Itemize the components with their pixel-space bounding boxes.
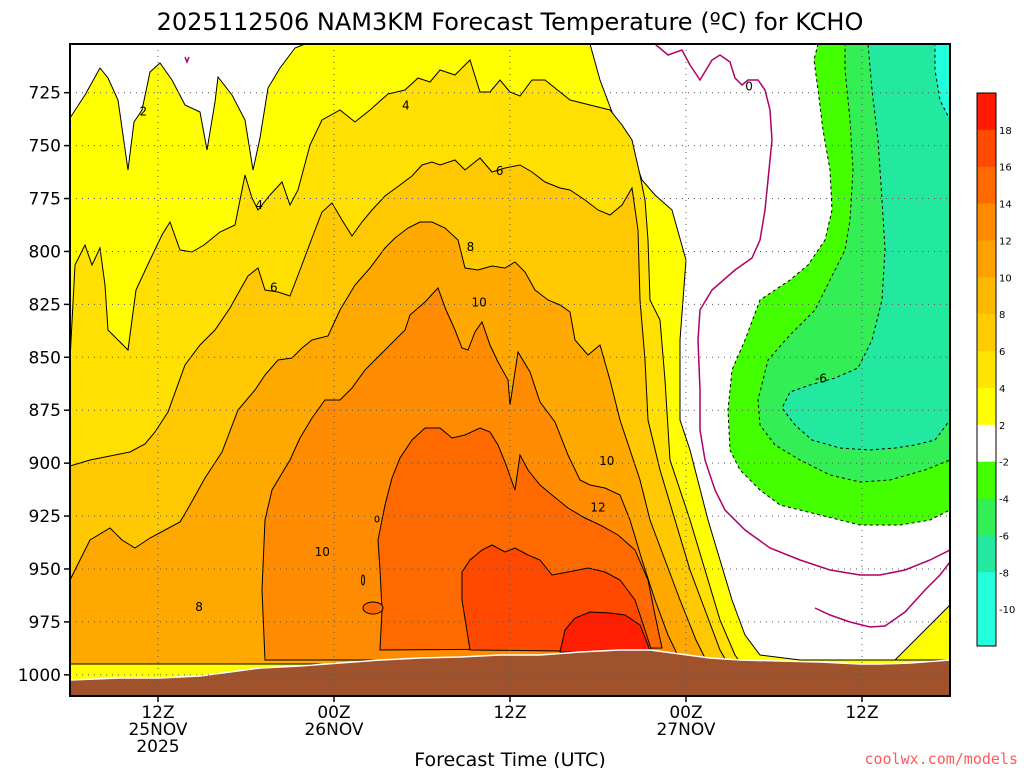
y-axis: 725 750 775 800 825 850 875 900 925 950 975 1000 <box>18 84 70 686</box>
contour-label: 10 <box>599 454 614 468</box>
contour-label: 0 <box>745 79 753 93</box>
zero-isotherm-lower <box>814 561 950 628</box>
contour-label: -6 <box>815 371 827 385</box>
x-tick-label: 26NOV <box>304 720 363 740</box>
x-tick-label: 12Z <box>493 703 526 723</box>
x-axis-title: Forecast Time (UTC) <box>414 749 605 768</box>
colorbar-frame <box>976 92 997 647</box>
colorbar-label: 8 <box>999 310 1005 321</box>
terrain <box>70 649 950 696</box>
plot-area: 2 4 4 6 6 8 8 10 10 10 12 0 -6 <box>70 44 950 696</box>
y-tick-label: 850 <box>29 348 61 368</box>
x-tick-label: 2025 <box>136 737 179 757</box>
colorbar-label: -6 <box>999 531 1009 542</box>
colorbar-label: -10 <box>999 605 1015 616</box>
contour-label: 10 <box>472 295 487 309</box>
contour-label: 4 <box>402 98 410 112</box>
colorbar-label: -2 <box>999 458 1009 469</box>
colorbar-label: 10 <box>999 273 1012 284</box>
y-tick-label: 800 <box>29 242 61 262</box>
y-tick-label: 825 <box>29 295 61 315</box>
colorbar-swatch <box>977 166 996 205</box>
x-tick-label: 27NOV <box>656 720 715 740</box>
y-tick-label: 925 <box>29 507 61 527</box>
x-tick-label: 00Z <box>317 703 350 723</box>
y-tick-label: 750 <box>29 137 61 157</box>
colorbar-swatch <box>977 277 996 315</box>
contour-label: 8 <box>195 600 203 614</box>
grid-lines <box>70 44 950 696</box>
contour-label: 6 <box>270 280 278 294</box>
contour-labels: 2 4 4 6 6 8 8 10 10 10 12 0 -6 <box>140 79 827 614</box>
chart-title: 2025112506 NAM3KM Forecast Temperature (… <box>157 8 864 36</box>
colorbar-swatch <box>977 535 996 573</box>
colorbar-label: 6 <box>999 347 1005 358</box>
colorbar-swatch <box>977 498 996 536</box>
band-minus6-minus8 <box>781 44 950 451</box>
colorbar-label: 2 <box>999 421 1005 432</box>
colorbar-swatch <box>977 461 996 500</box>
zero-isotherm-upper <box>654 44 950 576</box>
colorbar-label: -8 <box>999 568 1009 579</box>
colorbar-label: 4 <box>999 384 1005 395</box>
colorbar-swatch <box>977 424 996 463</box>
colorbar-label: 16 <box>999 163 1012 174</box>
colorbar-swatch <box>977 609 996 646</box>
contour-label: 12 <box>590 501 605 515</box>
colorbar-swatch <box>977 129 996 168</box>
small-warm-cell <box>362 601 384 615</box>
colorbar: 18 16 14 12 10 8 6 4 2 -2 -4 -6 -8 -10 <box>976 92 1015 647</box>
colorbar-label: 14 <box>999 200 1012 211</box>
contour-label: 10 <box>315 545 330 559</box>
watermark: coolwx.com/models <box>864 750 1018 768</box>
y-tick-label: 725 <box>29 84 61 104</box>
x-tick-label: 00Z <box>669 703 702 723</box>
contour-label: 4 <box>255 198 263 212</box>
colorbar-swatch <box>977 351 996 389</box>
colorbar-swatch <box>977 572 996 610</box>
y-tick-label: 775 <box>29 190 61 210</box>
contour-label: 2 <box>140 105 148 119</box>
colorbar-swatch <box>977 387 996 426</box>
colorbar-swatch <box>977 314 996 352</box>
contour-label: 8 <box>467 240 475 254</box>
band-minus8-minus10 <box>934 44 950 121</box>
colorbar-label: 18 <box>999 126 1012 137</box>
contour-label: 6 <box>496 164 504 178</box>
y-tick-label: 900 <box>29 454 61 474</box>
y-tick-label: 950 <box>29 560 61 580</box>
small-warm-cell-3 <box>361 574 365 586</box>
y-tick-label: 875 <box>29 401 61 421</box>
small-warm-cell-2 <box>374 515 380 523</box>
colorbar-swatch <box>977 203 996 241</box>
colorbar-label: -4 <box>999 495 1009 506</box>
zero-isotherm-small <box>184 56 190 65</box>
x-tick-label: 25NOV <box>128 720 187 740</box>
band-16-18 <box>559 611 651 654</box>
colorbar-swatch <box>977 240 996 278</box>
x-tick-label: 12Z <box>845 703 878 723</box>
colorbar-swatch <box>977 93 996 131</box>
y-tick-label: 1000 <box>18 666 61 686</box>
y-tick-label: 975 <box>29 613 61 633</box>
colorbar-label: 12 <box>999 236 1012 247</box>
x-tick-label: 12Z <box>141 703 174 723</box>
